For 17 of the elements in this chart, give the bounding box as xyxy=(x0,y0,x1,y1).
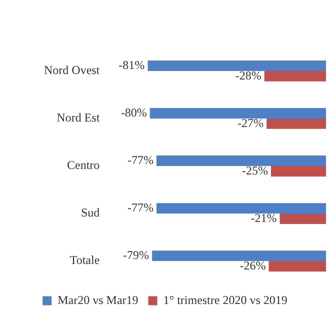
data-label: -80% xyxy=(120,105,147,120)
data-label: -27% xyxy=(238,116,264,130)
y-tick-label: Sud xyxy=(80,206,100,220)
data-label: -79% xyxy=(123,248,150,262)
data-label: -25% xyxy=(242,163,268,178)
data-label: -28% xyxy=(235,68,262,82)
data-label: -26% xyxy=(240,258,266,272)
legend-label: 1° trimestre 2020 vs 2019 xyxy=(163,292,288,307)
y-tick-label: Centro xyxy=(66,158,100,172)
data-label: -77% xyxy=(127,200,154,214)
legend-label: Mar20 vs Mar19 xyxy=(58,292,138,307)
y-tick-label: Nord Est xyxy=(56,110,100,125)
data-label: -21% xyxy=(250,210,277,225)
data-label: -77% xyxy=(127,152,154,167)
data-label: -81% xyxy=(118,58,145,72)
y-tick-label: Nord Ovest xyxy=(44,63,100,78)
y-tick-label: Totale xyxy=(70,253,100,268)
